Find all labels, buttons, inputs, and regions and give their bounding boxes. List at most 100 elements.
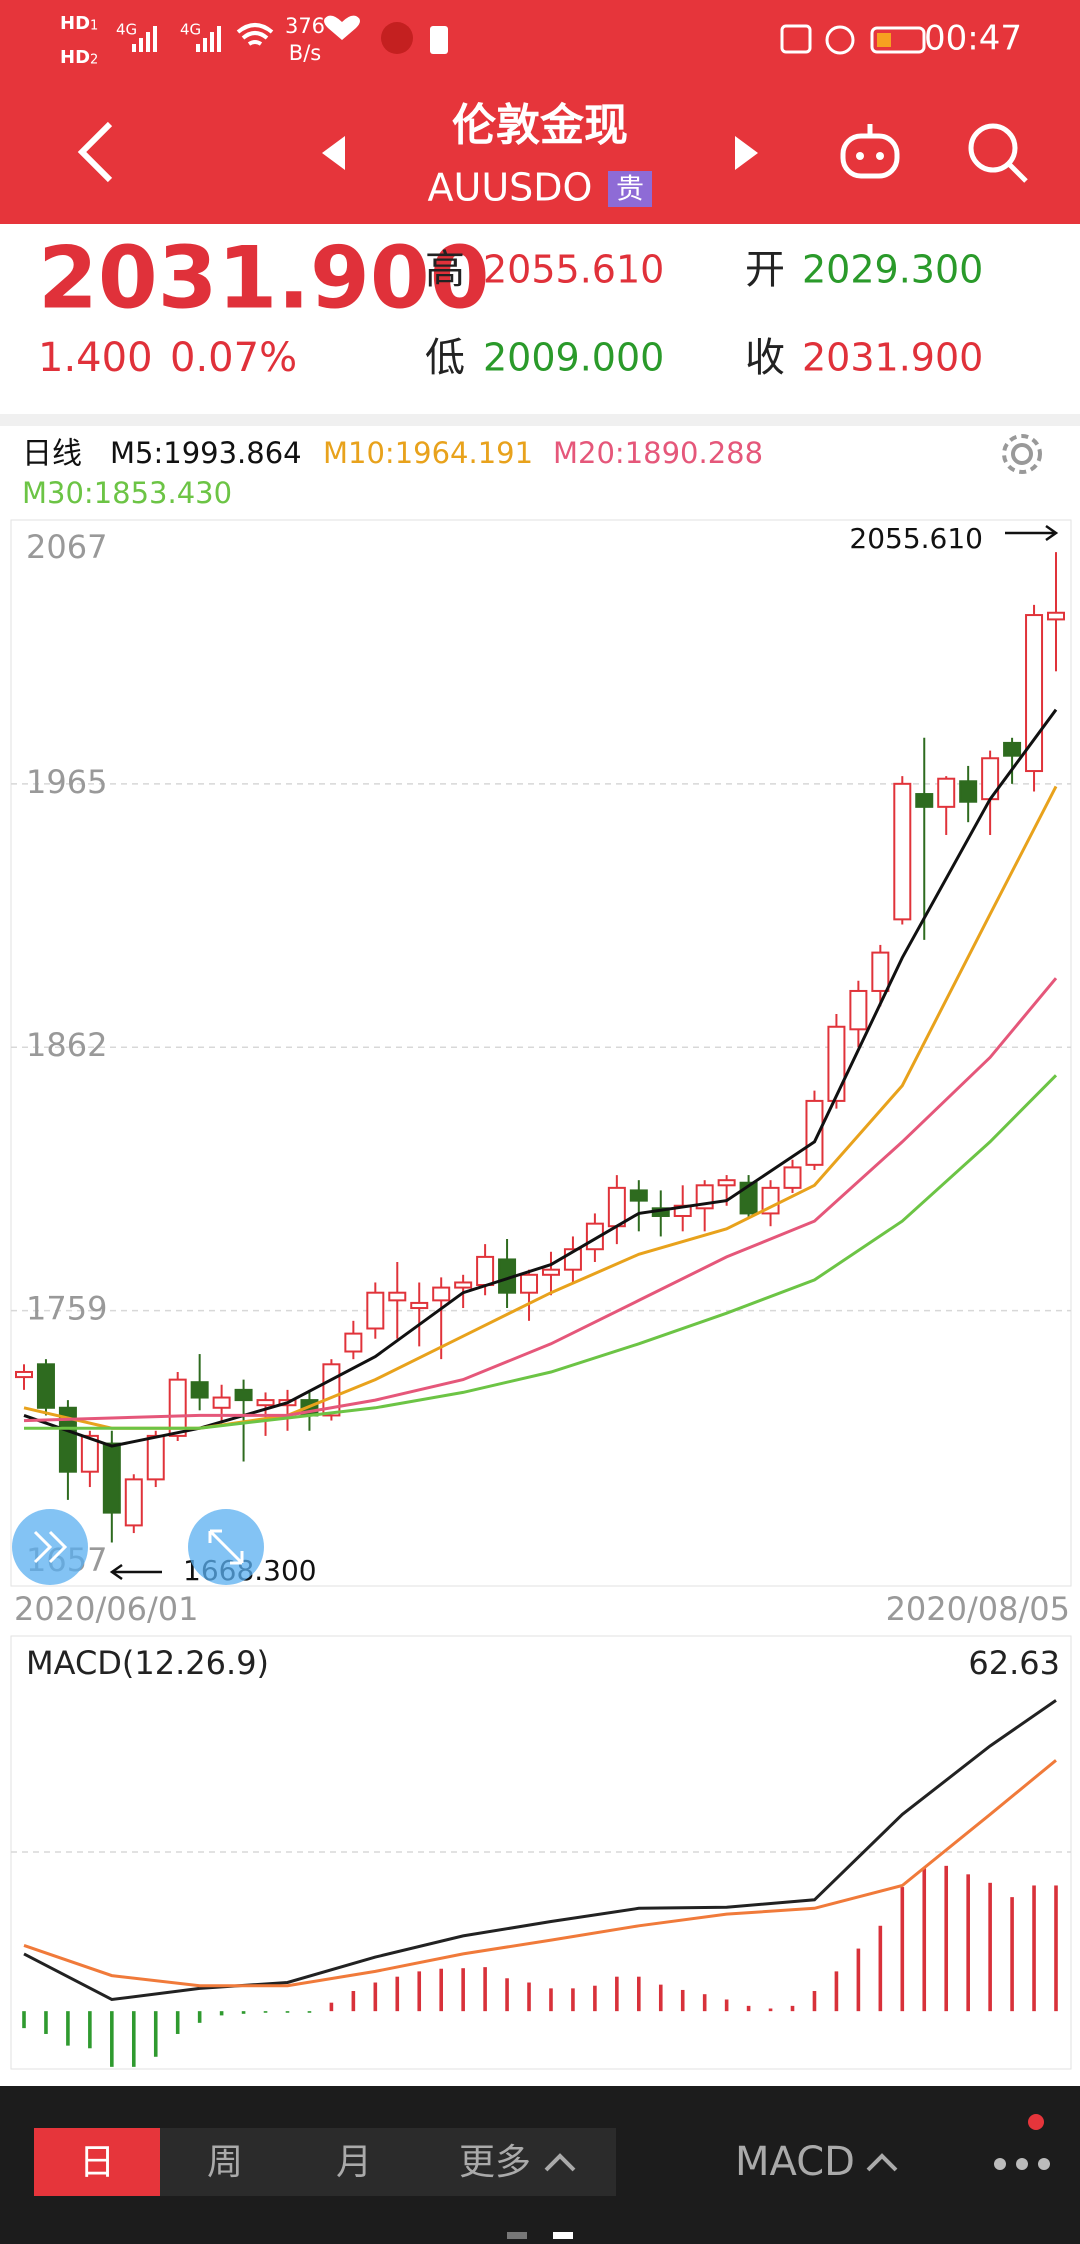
wifi-icon	[236, 23, 274, 46]
tab[interactable]: 月	[336, 2142, 372, 2183]
sim-index: 2	[90, 53, 98, 68]
macd-bar	[329, 2002, 334, 2012]
macd-bar	[922, 1868, 927, 2012]
candle-body	[36, 1363, 55, 1409]
candle-body	[805, 1099, 824, 1166]
search-button[interactable]	[968, 123, 1028, 183]
macd-bar	[197, 2011, 202, 2023]
macd-bar	[944, 1865, 949, 2012]
active-tab-bg	[34, 2128, 160, 2196]
candle-body	[827, 1025, 846, 1102]
candle-body	[1047, 611, 1065, 621]
more-button[interactable]	[994, 2158, 1050, 2170]
settings-button[interactable]	[1002, 434, 1042, 474]
macd-bar	[658, 1984, 663, 2012]
app-icon	[381, 22, 413, 54]
y-tick-label: 1965	[26, 763, 107, 801]
candle-body	[871, 951, 890, 992]
instrument-code: AUUSDO	[428, 166, 593, 210]
candle-body	[234, 1388, 253, 1402]
robot-eye	[856, 152, 864, 160]
sim-index: 1	[90, 19, 98, 34]
collapse-icon	[33, 1530, 68, 1564]
macd-bar	[571, 1988, 575, 2012]
candle-body	[15, 1370, 33, 1379]
stat-label: 收	[745, 335, 785, 381]
tab-more[interactable]: 更多	[459, 2142, 531, 2183]
page-indicator	[553, 2232, 573, 2239]
macd-bar	[768, 2008, 773, 2012]
indicator-selector[interactable]: MACD	[735, 2139, 855, 2185]
sim-label: HD	[60, 47, 90, 68]
candle-body	[915, 793, 934, 808]
candle-body	[476, 1255, 495, 1287]
macd-bar	[461, 1968, 465, 2012]
indicator-line	[23, 1699, 1057, 2002]
net-speed-unit: B/s	[289, 41, 321, 65]
network-type: 4G	[180, 21, 201, 39]
y-tick-label: 1759	[26, 1290, 107, 1328]
candle-body	[212, 1396, 231, 1409]
stat-value: 2009.000	[483, 336, 664, 380]
candle-body	[344, 1332, 363, 1353]
macd-bar	[219, 2011, 224, 2016]
macd-bar	[966, 1874, 970, 2012]
prev-button[interactable]	[322, 136, 345, 170]
separator	[0, 414, 1080, 426]
legend-entry: M20:1890.288	[553, 436, 763, 470]
candle-body	[80, 1434, 99, 1473]
macd-bar	[527, 1982, 531, 2012]
indicator-line	[23, 1759, 1057, 1988]
candle-body	[541, 1268, 560, 1276]
macd-bar	[878, 1925, 883, 2012]
chart-frame	[10, 519, 1072, 1587]
sim-label: HD	[60, 13, 90, 34]
alarm-icon	[825, 25, 855, 55]
candle-body	[629, 1189, 648, 1202]
stat-label: 开	[745, 247, 785, 293]
macd-bar	[856, 1948, 861, 2012]
macd-bar	[746, 2005, 751, 2012]
candle-body	[366, 1291, 385, 1330]
candle-body	[102, 1442, 121, 1514]
indicator-line	[23, 977, 1058, 1423]
badge: 贵	[616, 172, 644, 205]
macd-bar	[175, 2011, 180, 2034]
macd-bar	[66, 2011, 70, 2046]
back-button[interactable]	[77, 121, 113, 183]
macd-bar	[505, 1978, 509, 2012]
price-change-pct: 0.07%	[170, 335, 297, 381]
legend-entry: M30:1853.430	[22, 476, 232, 510]
macd-bar	[637, 1976, 641, 2012]
macd-bar	[439, 1968, 443, 2012]
candle-body	[739, 1181, 758, 1215]
badge-bg	[608, 171, 652, 207]
tab[interactable]: 日	[79, 2142, 115, 2183]
net-speed: 376	[285, 14, 325, 38]
macd-bar	[285, 2011, 290, 2013]
candle-body	[520, 1273, 539, 1294]
candle-body	[124, 1478, 143, 1527]
candle-body	[190, 1381, 209, 1399]
chevron	[866, 2153, 898, 2172]
macd-title: MACD(12.26.9)	[26, 1644, 269, 1682]
macd-bar	[373, 1982, 378, 2012]
y-tick-label: 1862	[26, 1026, 107, 1064]
candle-body	[761, 1186, 780, 1215]
candle-body	[388, 1291, 407, 1302]
robot-button[interactable]	[840, 124, 900, 179]
stat-value: 2031.900	[802, 336, 983, 380]
legend-entry: M5:1993.864	[110, 436, 302, 470]
macd-bar	[88, 2011, 92, 2049]
candle-body	[168, 1378, 187, 1437]
robot-eye	[876, 152, 884, 160]
battery-icon	[870, 26, 926, 54]
tab[interactable]: 周	[207, 2142, 243, 2183]
next-button[interactable]	[735, 136, 758, 170]
candle-body	[146, 1434, 165, 1481]
macd-bar	[988, 1882, 992, 2012]
macd-bar	[263, 2011, 268, 2013]
candle-body	[607, 1186, 626, 1228]
